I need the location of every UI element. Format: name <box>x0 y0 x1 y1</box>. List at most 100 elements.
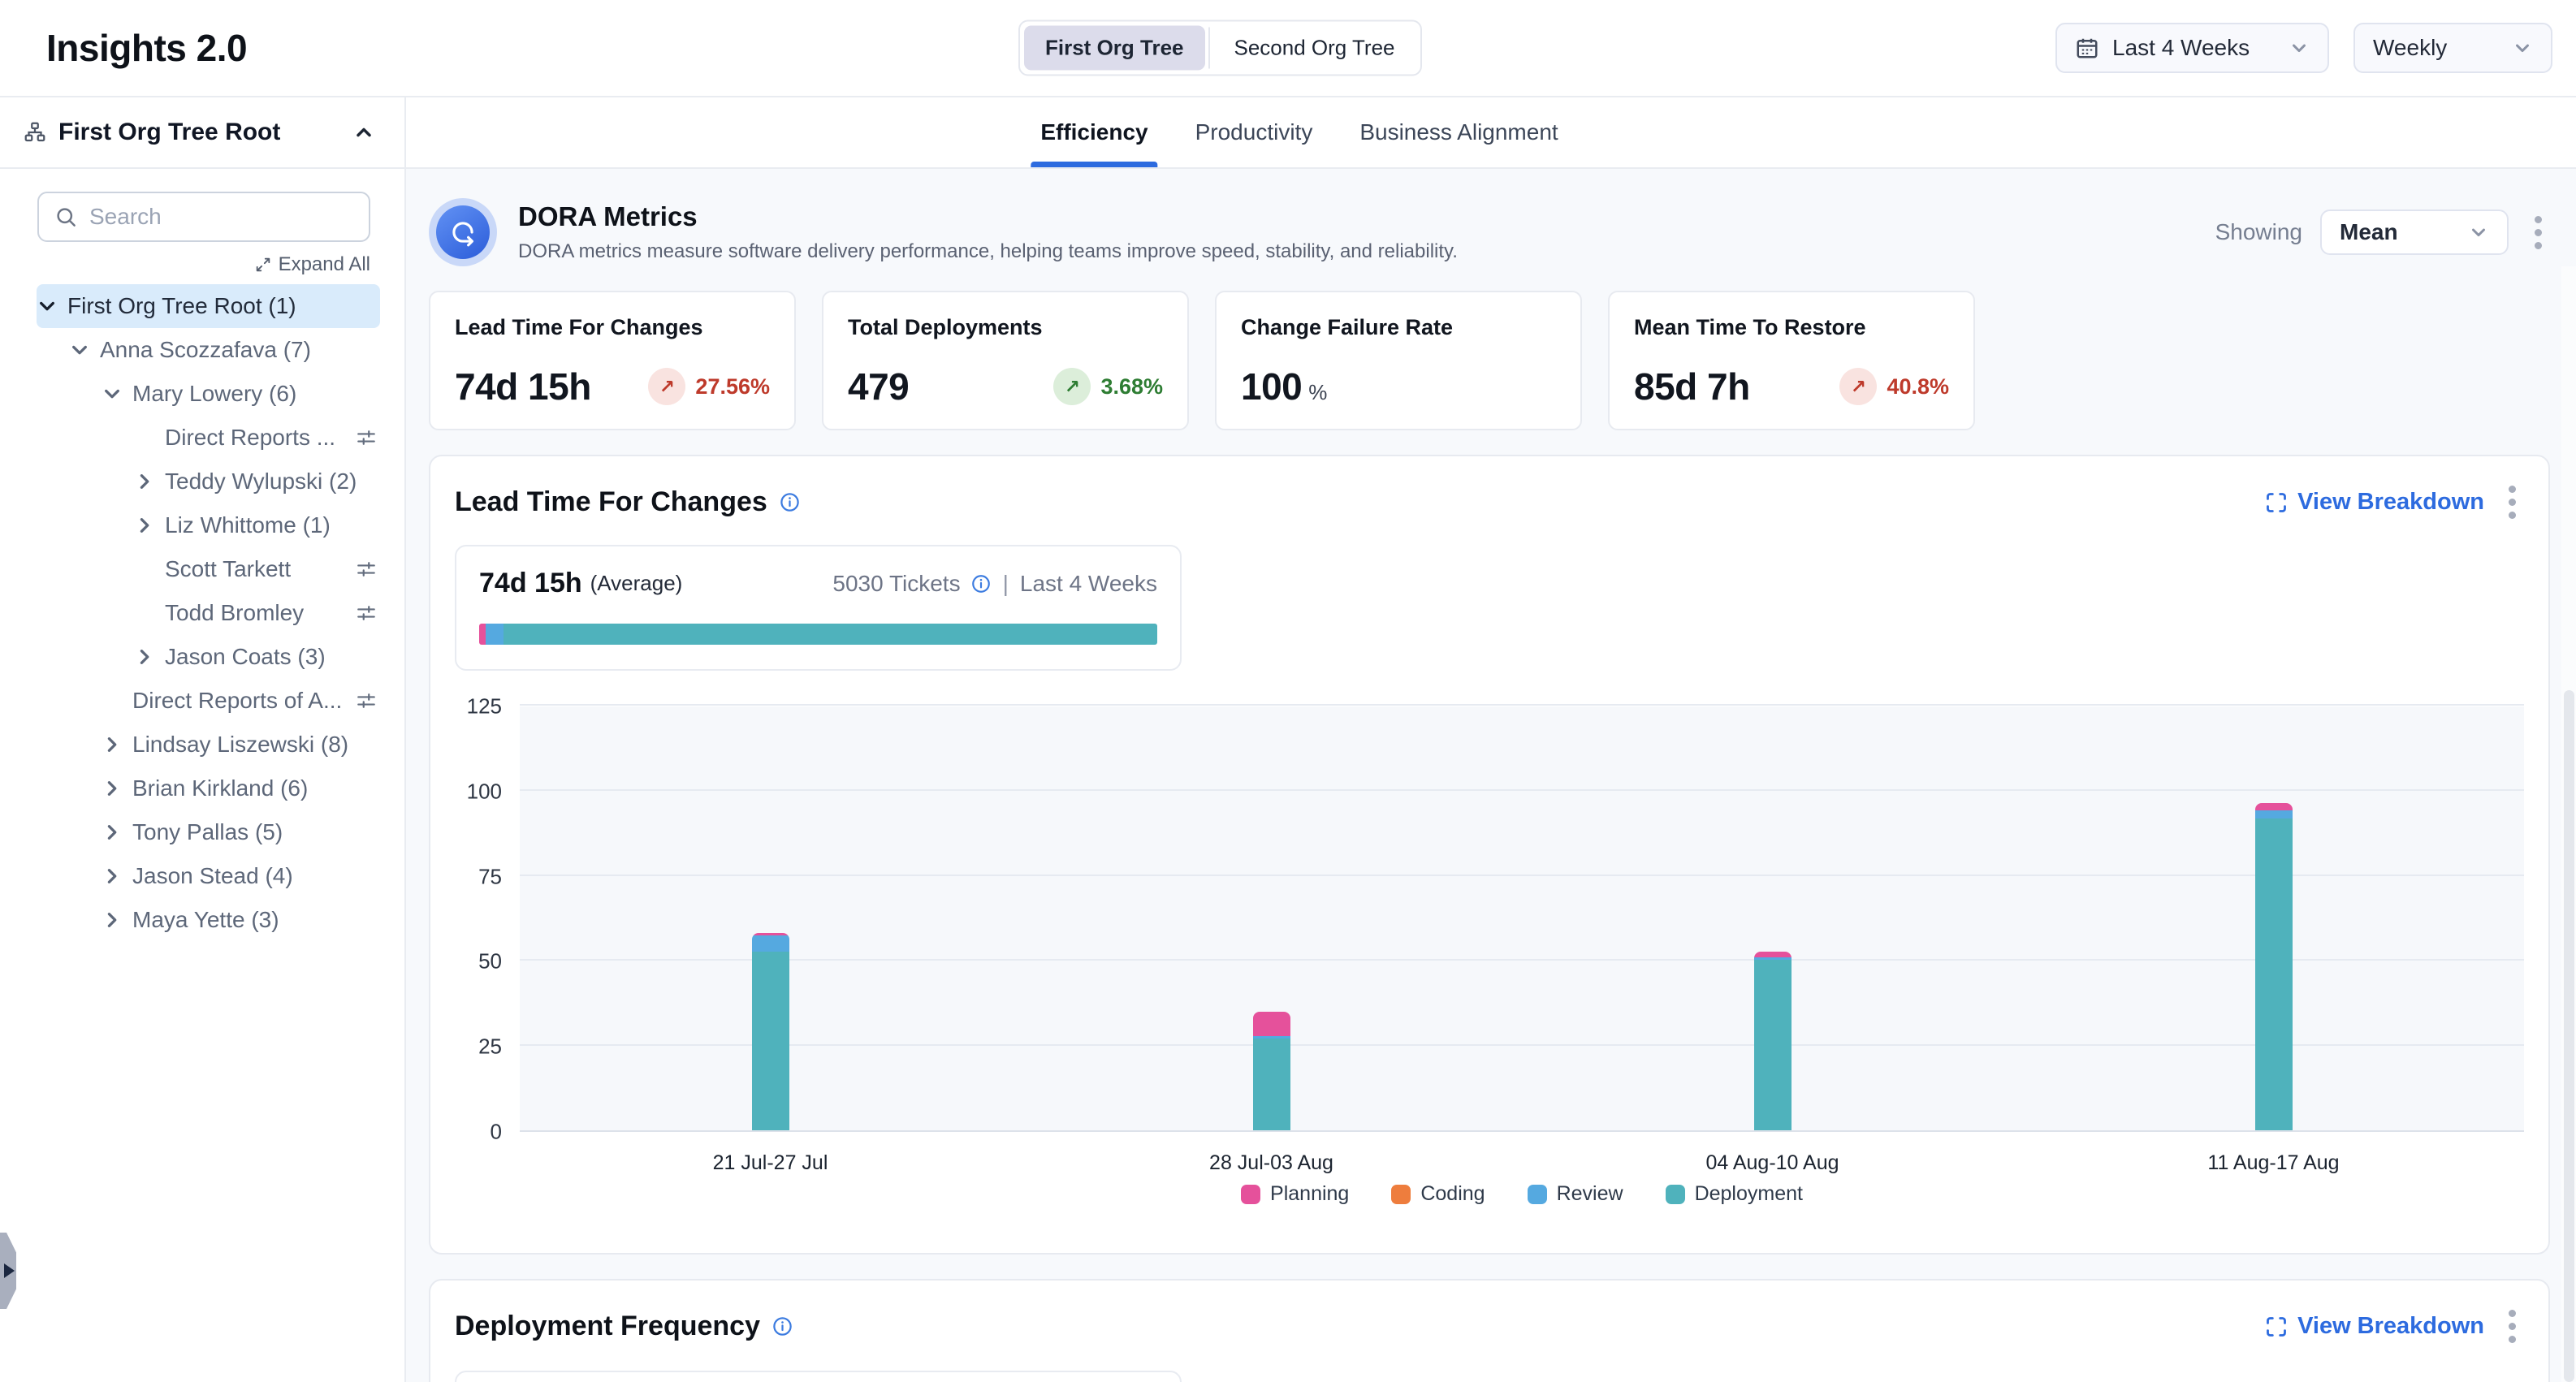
dora-icon-ring <box>429 198 497 266</box>
main-scrollbar <box>2561 266 2576 1382</box>
toggle-divider <box>1208 27 1210 69</box>
tree-item[interactable]: Scott Tarkett <box>37 547 380 591</box>
kebab-menu-icon[interactable] <box>2500 481 2524 524</box>
tab-efficiency[interactable]: Efficiency <box>1031 97 1158 167</box>
info-icon[interactable] <box>970 573 992 594</box>
y-tick-label: 0 <box>490 1119 502 1144</box>
toggle-first-org-tree[interactable]: First Org Tree <box>1024 25 1205 71</box>
view-breakdown-link[interactable]: View Breakdown <box>2265 489 2484 516</box>
toggle-second-org-tree[interactable]: Second Org Tree <box>1213 26 1416 71</box>
kebab-menu-icon[interactable] <box>2500 1305 2524 1348</box>
tree-item-label: Todd Bromley <box>165 600 305 625</box>
chevron-right-icon[interactable] <box>102 778 131 799</box>
view-breakdown-link[interactable]: View Breakdown <box>2265 1313 2484 1340</box>
chart-legend: Planning Coding Review Deployment <box>520 1182 2524 1229</box>
metric-card-value: 85d 7h <box>1634 365 1750 408</box>
filters-icon[interactable] <box>356 690 380 711</box>
legend-item-planning[interactable]: Planning <box>1241 1182 1349 1206</box>
tree-item[interactable]: Teddy Wylupski (2) <box>37 460 380 503</box>
chevron-right-icon[interactable] <box>134 471 163 492</box>
bar-segment-deployment <box>1753 960 1792 1130</box>
filters-icon[interactable] <box>356 602 380 624</box>
metric-card-title: Lead Time For Changes <box>455 315 703 339</box>
tree-item[interactable]: Direct Reports of A... <box>37 679 380 723</box>
info-icon[interactable] <box>779 491 801 513</box>
chevron-down-icon[interactable] <box>69 339 98 361</box>
filters-icon[interactable] <box>356 559 380 580</box>
metric-card-value: 100% <box>1241 365 1327 408</box>
tree-item[interactable]: Jason Coats (3) <box>37 635 380 679</box>
tab-productivity[interactable]: Productivity <box>1195 119 1313 145</box>
top-bar: Insights 2.0 First Org Tree Second Org T… <box>0 0 2576 97</box>
phase-segment-planning <box>479 624 486 645</box>
tree-item[interactable]: Jason Stead (4) <box>37 854 380 898</box>
legend-swatch <box>1665 1184 1685 1204</box>
tree-item[interactable]: Direct Reports ... <box>37 416 380 460</box>
tree-item[interactable]: Tony Pallas (5) <box>37 810 380 854</box>
tree-item[interactable]: Maya Yette (3) <box>37 898 380 942</box>
tab-business-alignment[interactable]: Business Alignment <box>1359 119 1558 145</box>
meta-range: Last 4 Weeks <box>1019 570 1157 596</box>
tree-item[interactable]: First Org Tree Root (1) <box>37 284 380 328</box>
expand-all-link[interactable]: Expand All <box>254 253 370 276</box>
tree-item[interactable]: Todd Bromley <box>37 591 380 635</box>
tree-item[interactable]: Mary Lowery (6) <box>37 372 380 416</box>
metric-card-value-row: 100% <box>1241 365 1556 408</box>
legend-swatch <box>1241 1184 1261 1204</box>
lead-time-actions: View Breakdown <box>2265 481 2524 524</box>
kebab-menu-icon[interactable] <box>2526 211 2550 254</box>
lead-time-title: Lead Time For Changes <box>455 486 767 517</box>
showing-select[interactable]: Mean <box>2320 209 2509 255</box>
average-summary-card: 74d 15h (Average) 5030 Tickets | Last 4 … <box>455 545 1182 671</box>
tree-item[interactable]: Anna Scozzafava (7) <box>37 328 380 372</box>
chevron-right-icon[interactable] <box>102 734 131 755</box>
tabs-bar: Efficiency Productivity Business Alignme… <box>406 97 2576 169</box>
metric-cards-row: Lead Time For Changes 74d 15h ↗ 27.56% Total… <box>429 291 2550 430</box>
app-title: Insights 2.0 <box>46 27 248 69</box>
bar-segment-review <box>751 935 789 952</box>
legend-label: Deployment <box>1694 1182 1803 1205</box>
chevron-right-icon[interactable] <box>102 822 131 843</box>
tree-item-label: Lindsay Liszewski (8) <box>132 732 349 757</box>
tree-item[interactable]: Brian Kirkland (6) <box>37 767 380 810</box>
chevron-down-icon <box>2512 37 2533 58</box>
chevron-right-icon[interactable] <box>134 515 163 536</box>
top-selects: Last 4 Weeks Weekly <box>2055 23 2552 73</box>
chevron-right-icon[interactable] <box>102 909 131 931</box>
info-icon[interactable] <box>772 1315 793 1337</box>
tree-item-label: Mary Lowery (6) <box>132 381 297 406</box>
chevron-up-icon[interactable] <box>352 121 375 144</box>
chevron-right-icon[interactable] <box>102 866 131 887</box>
calendar-icon <box>2075 36 2099 60</box>
tickets-count: 5030 Tickets <box>832 570 961 596</box>
body: First Org Tree Root Expand All <box>0 97 2576 1382</box>
lead-time-section: Lead Time For Changes View Breakdown <box>429 455 2550 1255</box>
trend-up-icon: ↗ <box>1053 368 1091 405</box>
tree-item[interactable]: Lindsay Liszewski (8) <box>37 723 380 767</box>
chevron-down-icon[interactable] <box>102 383 131 404</box>
chevron-right-icon[interactable] <box>134 646 163 667</box>
sidebar-drawer-handle[interactable] <box>0 1233 16 1309</box>
period-select[interactable]: Last 4 Weeks <box>2055 23 2329 73</box>
search-input[interactable] <box>37 192 370 242</box>
deployment-frequency-section: Deployment Frequency View Breakdown <box>429 1279 2550 1382</box>
tree-item-label: Teddy Wylupski (2) <box>165 469 357 494</box>
period-select-value: Last 4 Weeks <box>2112 35 2250 60</box>
filters-icon[interactable] <box>356 427 380 448</box>
x-axis-label: 28 Jul-03 Aug <box>1209 1151 1333 1174</box>
meta-separator: | <box>1002 570 1009 596</box>
delta-badge: ↗ 40.8% <box>1839 368 1949 405</box>
gridline <box>520 959 2524 961</box>
tree-item[interactable]: Liz Whittome (1) <box>37 503 380 547</box>
caret-right-icon <box>3 1263 15 1278</box>
dora-title: DORA Metrics <box>518 201 698 231</box>
org-tree-sidebar: First Org Tree Root Expand All <box>0 97 406 1382</box>
legend-item-coding[interactable]: Coding <box>1391 1182 1485 1206</box>
legend-label: Review <box>1556 1182 1623 1205</box>
legend-item-review[interactable]: Review <box>1527 1182 1623 1206</box>
granularity-select[interactable]: Weekly <box>2353 23 2552 73</box>
view-breakdown-label: View Breakdown <box>2297 489 2484 515</box>
scrollbar-thumb[interactable] <box>2564 690 2574 1382</box>
legend-item-deployment[interactable]: Deployment <box>1665 1182 1803 1206</box>
chevron-down-icon[interactable] <box>37 296 66 317</box>
